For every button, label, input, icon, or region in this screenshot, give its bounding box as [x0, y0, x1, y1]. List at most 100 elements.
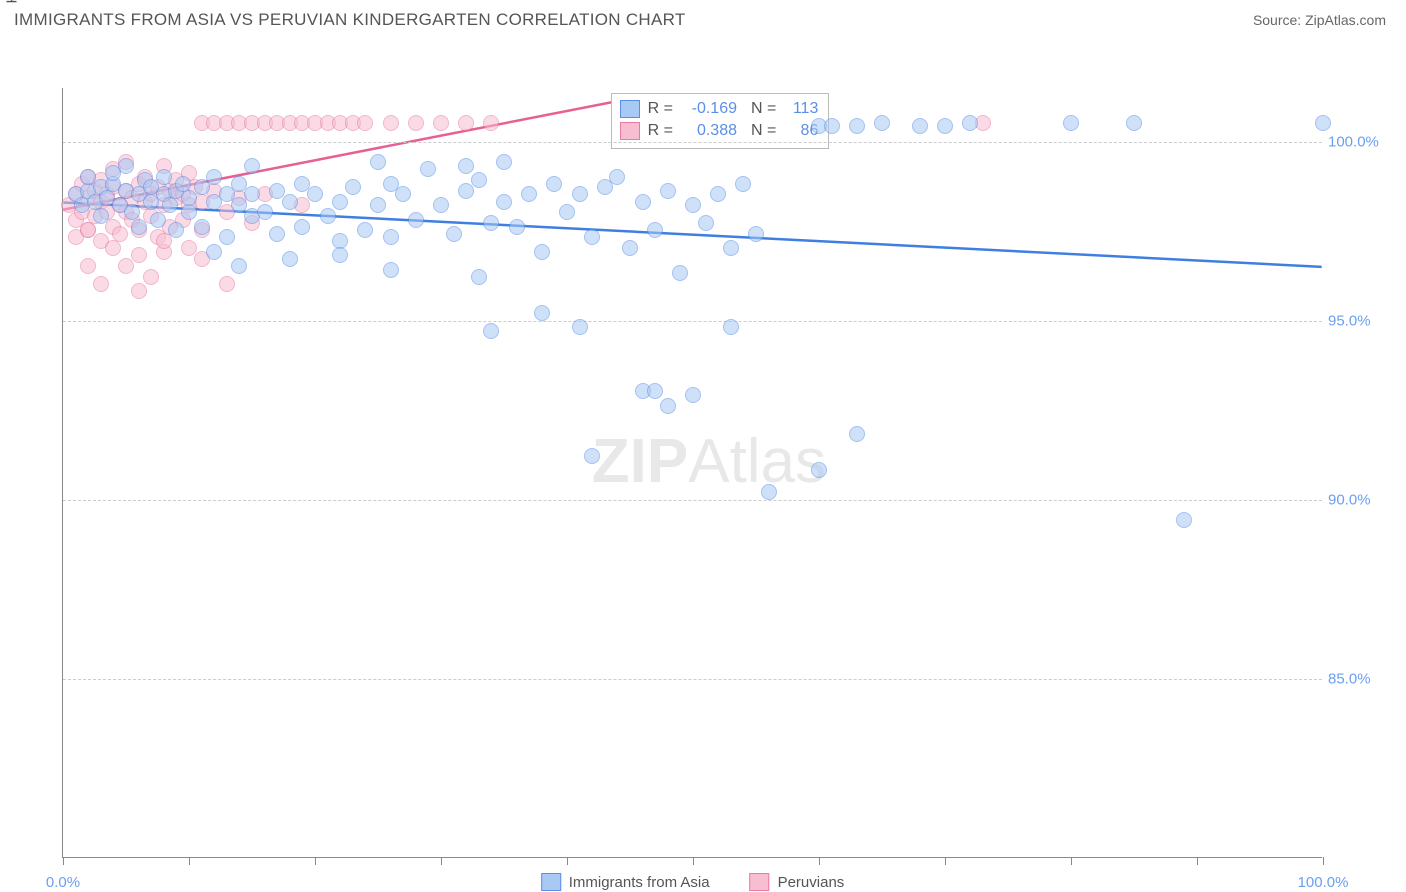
data-point [395, 186, 411, 202]
data-point [105, 240, 121, 256]
y-axis-label: Kindergarten [4, 0, 21, 4]
data-point [672, 265, 688, 281]
gridline-h [63, 500, 1322, 501]
data-point [496, 154, 512, 170]
data-point [483, 215, 499, 231]
data-point [357, 115, 373, 131]
data-point [647, 222, 663, 238]
x-tick [1197, 857, 1198, 865]
data-point [257, 204, 273, 220]
source-attribution: Source: ZipAtlas.com [1253, 12, 1386, 28]
stat-label-r: R = [648, 98, 673, 120]
data-point [156, 169, 172, 185]
data-point [433, 115, 449, 131]
data-point [383, 262, 399, 278]
data-point [143, 269, 159, 285]
data-point [206, 244, 222, 260]
data-point [370, 197, 386, 213]
data-point [345, 179, 361, 195]
data-point [219, 229, 235, 245]
stat-r-value: -0.169 [681, 98, 737, 120]
x-tick [441, 857, 442, 865]
chart-title: IMMIGRANTS FROM ASIA VS PERUVIAN KINDERG… [14, 10, 686, 30]
y-tick-label: 90.0% [1328, 491, 1388, 508]
bottom-legend: Immigrants from AsiaPeruvians [541, 873, 845, 891]
data-point [622, 240, 638, 256]
data-point [723, 319, 739, 335]
plot-area: ZIPAtlas R =-0.169N =113R =0.388N =86 Im… [62, 88, 1322, 858]
y-tick-label: 100.0% [1328, 133, 1388, 150]
data-point [168, 222, 184, 238]
data-point [685, 387, 701, 403]
data-point [912, 118, 928, 134]
data-point [496, 194, 512, 210]
data-point [332, 194, 348, 210]
data-point [244, 186, 260, 202]
data-point [80, 222, 96, 238]
data-point [849, 118, 865, 134]
gridline-h [63, 142, 1322, 143]
data-point [118, 158, 134, 174]
x-tick-label: 100.0% [1298, 874, 1349, 891]
data-point [307, 186, 323, 202]
data-point [118, 258, 134, 274]
data-point [509, 219, 525, 235]
data-point [80, 258, 96, 274]
data-point [534, 305, 550, 321]
data-point [408, 212, 424, 228]
x-tick [945, 857, 946, 865]
data-point [635, 194, 651, 210]
data-point [408, 115, 424, 131]
data-point [93, 208, 109, 224]
data-point [572, 319, 588, 335]
data-point [761, 484, 777, 500]
data-point [131, 283, 147, 299]
stats-row: R =0.388N =86 [620, 120, 819, 142]
data-point [647, 383, 663, 399]
watermark: ZIPAtlas [592, 426, 826, 497]
legend-swatch [541, 873, 561, 891]
data-point [584, 448, 600, 464]
data-point [282, 194, 298, 210]
data-point [332, 247, 348, 263]
data-point [162, 197, 178, 213]
data-point [698, 215, 714, 231]
gridline-h [63, 321, 1322, 322]
data-point [660, 398, 676, 414]
stat-label-n: N = [751, 120, 776, 142]
x-tick [567, 857, 568, 865]
legend-swatch [750, 873, 770, 891]
stat-n-value: 113 [784, 98, 818, 120]
data-point [572, 186, 588, 202]
data-point [446, 226, 462, 242]
stat-label-r: R = [648, 120, 673, 142]
data-point [194, 219, 210, 235]
y-tick-label: 85.0% [1328, 670, 1388, 687]
data-point [93, 276, 109, 292]
x-tick [315, 857, 316, 865]
data-point [962, 115, 978, 131]
x-tick-label: 0.0% [46, 874, 80, 891]
legend-item: Immigrants from Asia [541, 873, 710, 891]
data-point [874, 115, 890, 131]
x-tick [819, 857, 820, 865]
watermark-bold: ZIP [592, 427, 688, 496]
data-point [150, 212, 166, 228]
data-point [483, 115, 499, 131]
data-point [131, 219, 147, 235]
x-tick [1071, 857, 1072, 865]
data-point [471, 269, 487, 285]
data-point [1176, 512, 1192, 528]
data-point [383, 115, 399, 131]
data-point [294, 219, 310, 235]
data-point [710, 186, 726, 202]
data-point [483, 323, 499, 339]
data-point [219, 276, 235, 292]
data-point [1126, 115, 1142, 131]
data-point [1315, 115, 1331, 131]
legend-label: Immigrants from Asia [569, 874, 710, 891]
data-point [521, 186, 537, 202]
stats-legend-box: R = -0.169 N = 113R =0.388N =86 [611, 93, 830, 149]
data-point [824, 118, 840, 134]
data-point [534, 244, 550, 260]
